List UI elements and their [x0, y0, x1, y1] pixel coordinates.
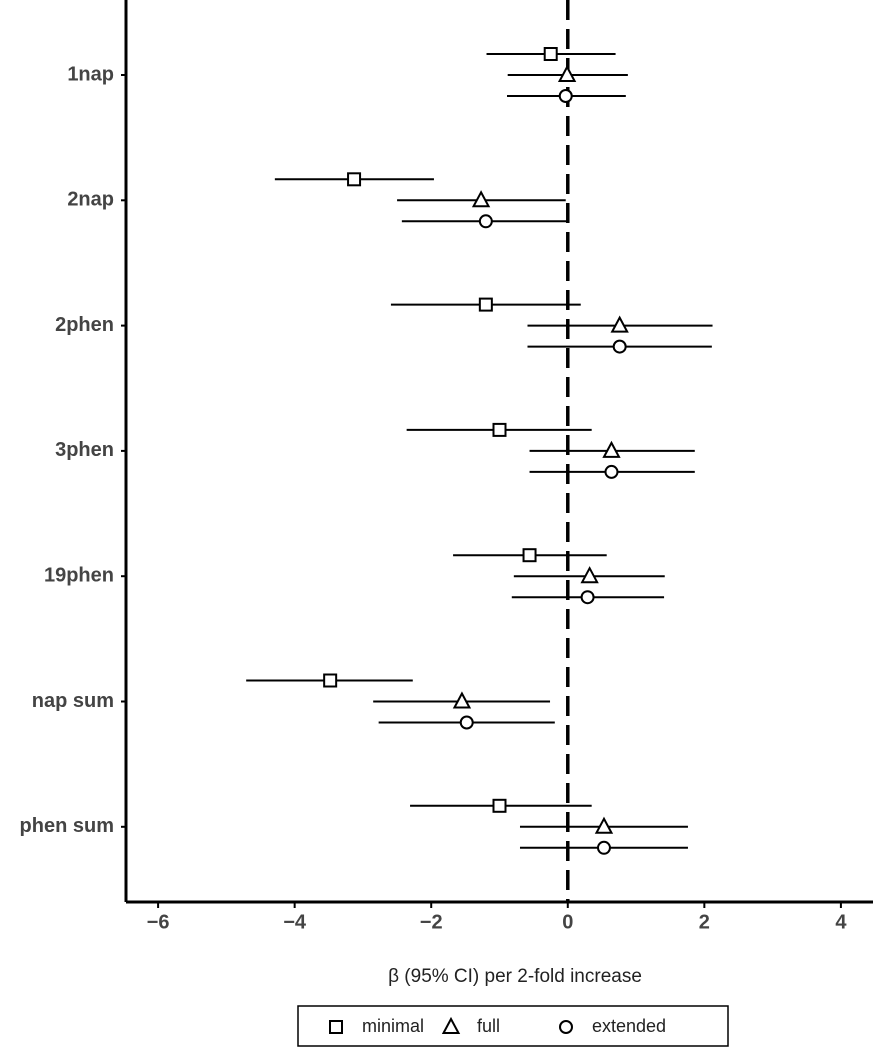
x-tick-label: 4: [835, 911, 847, 933]
legend-label: minimal: [362, 1016, 424, 1036]
point-estimate: [580, 590, 595, 605]
x-tick-label: −2: [420, 911, 443, 933]
point-estimate: [557, 64, 577, 82]
point-estimate: [612, 339, 627, 354]
y-tick-label: phen sum: [20, 815, 114, 837]
point-estimate: [478, 214, 493, 229]
y-tick-label: nap sum: [32, 690, 114, 712]
point-estimate: [452, 691, 472, 709]
point-estimate: [543, 47, 558, 61]
y-tick-label: 19phen: [44, 564, 114, 586]
y-tick-label: 2phen: [55, 314, 114, 336]
legend-marker: [559, 1020, 573, 1034]
point-estimate: [602, 440, 621, 458]
legend-label: full: [477, 1016, 500, 1036]
x-tick-label: −6: [147, 911, 170, 933]
point-estimate: [604, 464, 619, 479]
x-tick-label: −4: [283, 911, 307, 933]
point-estimate: [610, 315, 629, 333]
point-estimate: [596, 840, 611, 855]
point-estimate: [478, 297, 493, 312]
point-estimate: [459, 715, 474, 730]
x-tick-label: 2: [699, 911, 710, 933]
point-estimate: [522, 548, 537, 563]
y-tick-label: 3phen: [55, 439, 114, 461]
y-tick-label: 1nap: [67, 63, 114, 85]
point-estimate: [323, 673, 338, 688]
x-tick-label: 0: [562, 911, 573, 933]
point-estimate: [492, 798, 507, 813]
point-estimate: [558, 89, 573, 103]
legend-marker: [441, 1016, 461, 1034]
point-estimate: [492, 422, 507, 437]
legend-marker: [329, 1020, 343, 1034]
point-estimate: [594, 816, 614, 834]
legend-box: [297, 1005, 729, 1047]
x-axis-label: β (95% CI) per 2-fold increase: [388, 966, 642, 987]
point-estimate: [580, 566, 599, 584]
y-tick-label: 2nap: [67, 189, 114, 211]
point-estimate: [347, 172, 362, 187]
point-estimate: [471, 190, 491, 208]
legend-label: extended: [592, 1016, 666, 1036]
